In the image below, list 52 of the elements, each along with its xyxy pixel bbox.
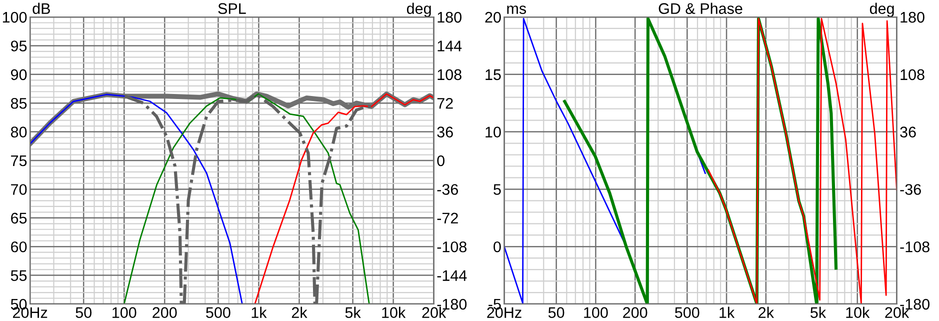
chart-title: GD & Phase: [658, 2, 742, 14]
x-tick-label: 10k: [382, 306, 406, 318]
y2-tick-label: -108: [437, 241, 467, 252]
y-tick-label: 85: [10, 98, 27, 109]
y2-tick-label: 180: [900, 12, 924, 23]
x-tick-label: 100: [112, 307, 136, 318]
y-tick-label: 0: [494, 241, 501, 252]
y2-tick-label: -36: [900, 184, 921, 195]
x-tick-label: 1k: [720, 306, 735, 318]
x-tick-label: 500: [206, 307, 230, 318]
y-tick-label: 20: [485, 12, 501, 23]
y-tick-label: 15: [486, 69, 501, 80]
y-tick-label: 90: [10, 69, 27, 80]
y-tick-label: 75: [11, 156, 27, 166]
y-tick-label: 95: [10, 40, 27, 52]
y-tick-label: 60: [11, 241, 27, 252]
y2-tick-label: 108: [438, 69, 462, 80]
x-tick-label: 100: [584, 307, 608, 318]
x-tick-label: 50: [76, 307, 92, 318]
x-tick-label: 200: [152, 307, 177, 318]
x-tick-label: 50: [548, 307, 564, 318]
y2-axis-title: deg: [870, 2, 894, 18]
y2-tick-label: 180: [438, 12, 462, 23]
x-tick-label: 1k: [252, 306, 267, 318]
y2-tick-label: 108: [900, 69, 924, 80]
y-tick-label: 5: [494, 184, 501, 195]
y2-tick-label: 72: [437, 98, 453, 109]
x-tick-label: 2k: [292, 306, 308, 318]
x-tick-label: 500: [675, 307, 700, 318]
x-tick-label: 10k: [846, 306, 870, 318]
x-tick-label: 5k: [810, 306, 826, 318]
y2-tick-label: -36: [437, 184, 458, 195]
y2-tick-label: -72: [437, 212, 458, 224]
y-tick-label: 70: [11, 184, 27, 195]
y-axis-title: dB: [32, 2, 50, 14]
x-tick-label: 200: [623, 307, 648, 318]
x-tick-label: 5k: [345, 306, 361, 318]
y2-tick-label: 36: [900, 126, 916, 138]
y-tick-label: 100: [2, 12, 27, 23]
y2-tick-label: -108: [900, 241, 930, 252]
y-axis-title: ms: [507, 6, 526, 14]
y2-tick-label: 0: [437, 155, 444, 166]
y-tick-label: 65: [11, 212, 27, 224]
x-tick-label: 2k: [758, 306, 774, 318]
y-tick-label: 10: [486, 126, 501, 138]
y-tick-label: 80: [10, 126, 27, 138]
y2-tick-label: 144: [438, 40, 462, 52]
y2-tick-label: -144: [437, 270, 467, 281]
chart-title: SPL: [218, 3, 246, 14]
y2-tick-label: 36: [437, 126, 453, 138]
y-tick-label: 55: [10, 270, 27, 281]
y2-axis-title: deg: [406, 2, 431, 18]
